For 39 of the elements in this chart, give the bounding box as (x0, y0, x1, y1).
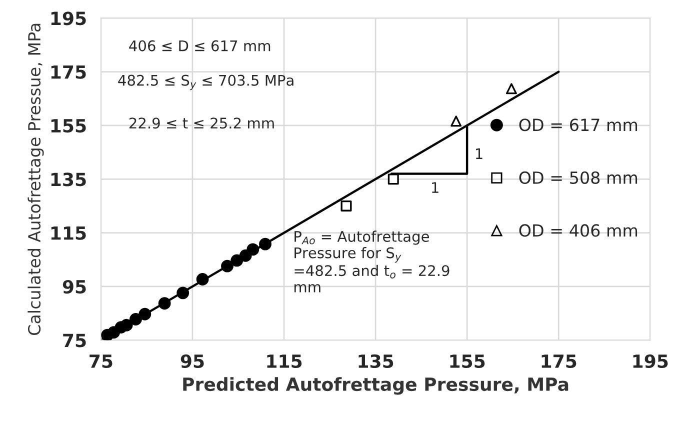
point (221, 260, 234, 272)
x-tick-label: 175 (542, 354, 576, 368)
annotation: 482.5 ≤ S$_{y}$ ≤ 703.5 MPa (118, 74, 294, 90)
y-tick-label: 135 (51, 172, 86, 186)
x-tick-label: 75 (90, 354, 112, 368)
annotation: 1 (476, 148, 482, 160)
point (506, 83, 517, 94)
y-tick-label: 115 (51, 226, 86, 240)
point (158, 297, 171, 310)
y-tick-label: 75 (63, 334, 86, 348)
point (450, 116, 462, 127)
legend-label: OD = 617 mm (519, 118, 638, 132)
point (120, 318, 133, 332)
point (130, 313, 142, 326)
y-axis-title: Calculated Autofrettage Pressue, MPa (28, 24, 44, 335)
x-tick-label: 135 (358, 354, 394, 368)
y-tick-label: 175 (51, 65, 86, 79)
point (138, 308, 152, 320)
annotation: 22.9 ≤ t ≤ 25.2 mm (129, 118, 274, 129)
legend-label: OD = 508 mm (519, 171, 638, 184)
x-tick-label: 195 (633, 354, 668, 368)
point (340, 200, 352, 212)
point (230, 254, 244, 267)
point (259, 238, 272, 250)
x-tick-label: 155 (450, 354, 485, 368)
y-tick-label: 155 (51, 119, 86, 133)
point (196, 273, 209, 286)
x-axis-title: Predicted Autofrettage Pressure, MPa (183, 377, 568, 395)
x-tick-label: 95 (180, 354, 204, 368)
x-tick-label: 115 (267, 354, 302, 368)
legend-label: OD = 406 mm (519, 224, 638, 237)
point (246, 243, 260, 256)
y-tick-label: 195 (51, 12, 86, 26)
text: P$_{Ao}$ = Autofrettage Pressure for S$_{y}$ =482.5 and t$_{o}$ = 22.9 mm (294, 230, 450, 292)
y-tick-label: 95 (62, 280, 86, 294)
point (388, 174, 399, 185)
annotation: 1 (432, 182, 438, 193)
point (176, 286, 190, 300)
annotation: 406 ≤ D ≤ 617 mm (129, 40, 270, 52)
